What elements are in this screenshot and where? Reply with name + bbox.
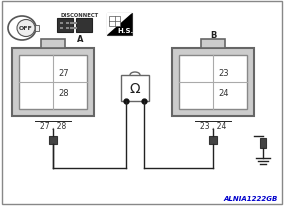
Text: 24: 24 [219,88,229,97]
Bar [179,56,247,109]
Bar [76,19,92,33]
Bar [12,49,94,116]
Bar [66,23,69,25]
Bar [49,136,57,144]
Bar [109,17,120,27]
Text: B: B [210,30,216,39]
Bar [41,40,65,49]
Ellipse shape [17,20,35,37]
Bar [35,26,39,32]
Polygon shape [107,14,132,36]
Text: H.S.: H.S. [117,28,133,34]
Bar [260,138,266,148]
Ellipse shape [8,17,36,41]
Bar [121,76,149,102]
Text: 28: 28 [59,88,69,97]
Text: A: A [77,35,83,44]
Text: 27 , 28: 27 , 28 [40,121,66,130]
Bar [19,56,87,109]
Text: 23: 23 [219,69,229,78]
Bar [107,14,132,36]
Bar [209,136,217,144]
Text: ALNIA1222GB: ALNIA1222GB [224,195,278,201]
Text: 27: 27 [59,69,69,78]
Bar [57,19,73,33]
Text: Ω: Ω [130,82,140,96]
Bar [172,49,254,116]
Text: OFF: OFF [19,26,33,31]
Bar [66,28,69,30]
Bar [201,40,225,49]
Bar [60,23,63,25]
Text: DISCONNECT: DISCONNECT [61,12,99,18]
Text: 23 , 24: 23 , 24 [200,121,226,130]
Bar [60,28,63,30]
